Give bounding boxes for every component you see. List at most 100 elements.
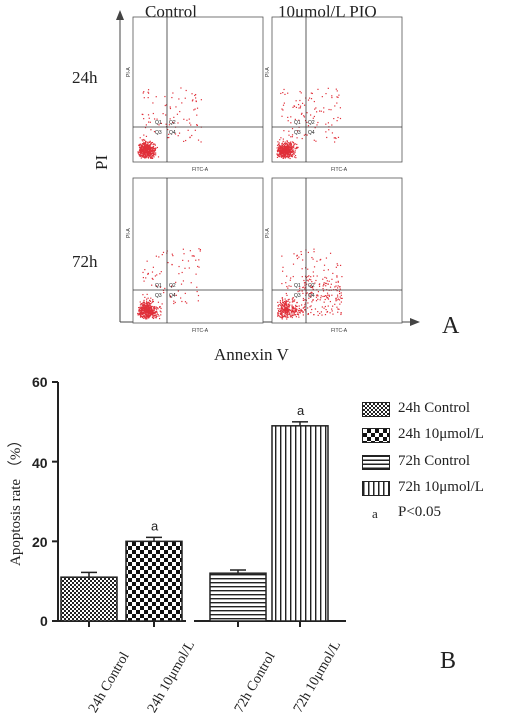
scatter-dot	[196, 124, 198, 126]
scatter-dot	[192, 99, 194, 101]
scatter-dot	[294, 308, 296, 310]
scatter-dot	[146, 303, 149, 305]
scatter-dot	[151, 151, 153, 153]
scatter-dot	[306, 279, 308, 281]
scatter-dot	[152, 307, 155, 309]
scatter-dot	[147, 273, 149, 275]
scatter-dot	[327, 298, 330, 300]
scatter-dot	[309, 293, 311, 295]
scatter-dot	[340, 297, 342, 299]
scatter-dot	[140, 153, 142, 155]
scatter-dot	[153, 308, 155, 310]
scatter-dot	[140, 309, 142, 311]
scatter-dot	[327, 122, 329, 124]
scatter-dot	[281, 302, 284, 304]
scatter-dot	[304, 304, 306, 306]
scatter-dot	[142, 155, 144, 157]
scatter-dot	[141, 311, 143, 313]
scatter-dot	[145, 141, 147, 143]
scatter-dot	[302, 307, 304, 309]
scatter-dot	[283, 142, 286, 145]
scatter-dot	[197, 139, 200, 141]
scatter-dot	[286, 155, 289, 157]
scatter-dot	[281, 152, 283, 154]
scatter-dot	[283, 305, 286, 307]
scatter-dot	[286, 294, 288, 297]
scatter-dot	[279, 148, 281, 150]
scatter-dot	[291, 151, 294, 153]
scatter-dot	[287, 146, 289, 148]
scatter-dot	[146, 314, 149, 316]
scatter-dot	[279, 152, 281, 154]
scatter-dot	[322, 288, 324, 290]
scatter-dot	[299, 287, 301, 289]
scatter-dot	[337, 116, 339, 119]
scatter-dot	[146, 305, 149, 308]
scatter-dot	[293, 314, 295, 316]
scatter-dot	[339, 303, 341, 305]
scatter-dot	[286, 306, 288, 309]
scatter-dot	[146, 144, 148, 147]
scatter-dot	[280, 306, 283, 308]
scatter-dot	[323, 282, 325, 284]
scatter-dot	[308, 278, 311, 280]
y-tick-label: 40	[32, 455, 48, 471]
scatter-dot	[181, 300, 183, 303]
scatter-dot	[143, 97, 145, 99]
scatter-dot	[171, 285, 173, 287]
scatter-dot	[145, 146, 147, 148]
scatter-dot	[146, 317, 148, 319]
scatter-dot	[307, 99, 310, 101]
scatter-dot	[304, 284, 306, 286]
scatter-dot	[322, 290, 325, 292]
scatter-dot	[322, 285, 324, 287]
scatter-dot	[188, 118, 190, 120]
scatter-dot	[282, 148, 284, 150]
scatter-dot	[303, 134, 305, 136]
scatter-dot	[290, 315, 292, 317]
scatter-dot	[141, 308, 144, 311]
scatter-dot	[147, 272, 149, 275]
scatter-dot	[147, 312, 149, 315]
scatter-dot	[288, 155, 291, 157]
scatter-dot	[285, 152, 287, 155]
scatter-dot	[287, 154, 289, 156]
scatter-dot	[327, 283, 329, 285]
scatter-dot	[148, 148, 150, 150]
scatter-dot	[335, 266, 337, 268]
scatter-dot	[277, 141, 279, 143]
scatter-dot	[140, 315, 142, 317]
scatter-dot	[278, 153, 280, 156]
scatter-dot	[336, 120, 338, 122]
scatter-dot	[285, 149, 287, 152]
quadrant-label: Q1	[155, 283, 162, 289]
scatter-dot	[172, 92, 174, 94]
row-label-24h: 24h	[72, 68, 98, 87]
scatter-dot	[157, 307, 159, 309]
scatter-dot	[287, 92, 289, 94]
scatter-dot	[145, 124, 147, 126]
scatter-dot	[152, 150, 154, 152]
scatter-dot	[336, 96, 338, 98]
scatter-dot	[150, 156, 152, 158]
scatter-dot	[153, 312, 155, 314]
scatter-dot	[139, 312, 141, 314]
scatter-dot	[177, 135, 179, 137]
scatter-dot	[303, 286, 305, 288]
scatter-dot	[286, 155, 288, 157]
scatter-dot	[147, 114, 150, 116]
scatter-dot	[293, 313, 295, 315]
scatter-dot	[154, 275, 156, 277]
scatter-dot	[301, 290, 303, 292]
scatter-dot	[152, 155, 154, 157]
scatter-dot	[152, 152, 154, 154]
scatter-dot	[322, 295, 324, 298]
scatter-dot	[147, 143, 149, 145]
scatter-dot	[142, 152, 145, 154]
scatter-dot	[317, 295, 319, 297]
scatter-dot	[151, 313, 153, 316]
scatter-dot	[337, 298, 340, 300]
legend-label: 24h 10μmol/L	[398, 426, 484, 442]
scatter-dot	[155, 147, 157, 149]
scatter-dot	[281, 282, 283, 285]
